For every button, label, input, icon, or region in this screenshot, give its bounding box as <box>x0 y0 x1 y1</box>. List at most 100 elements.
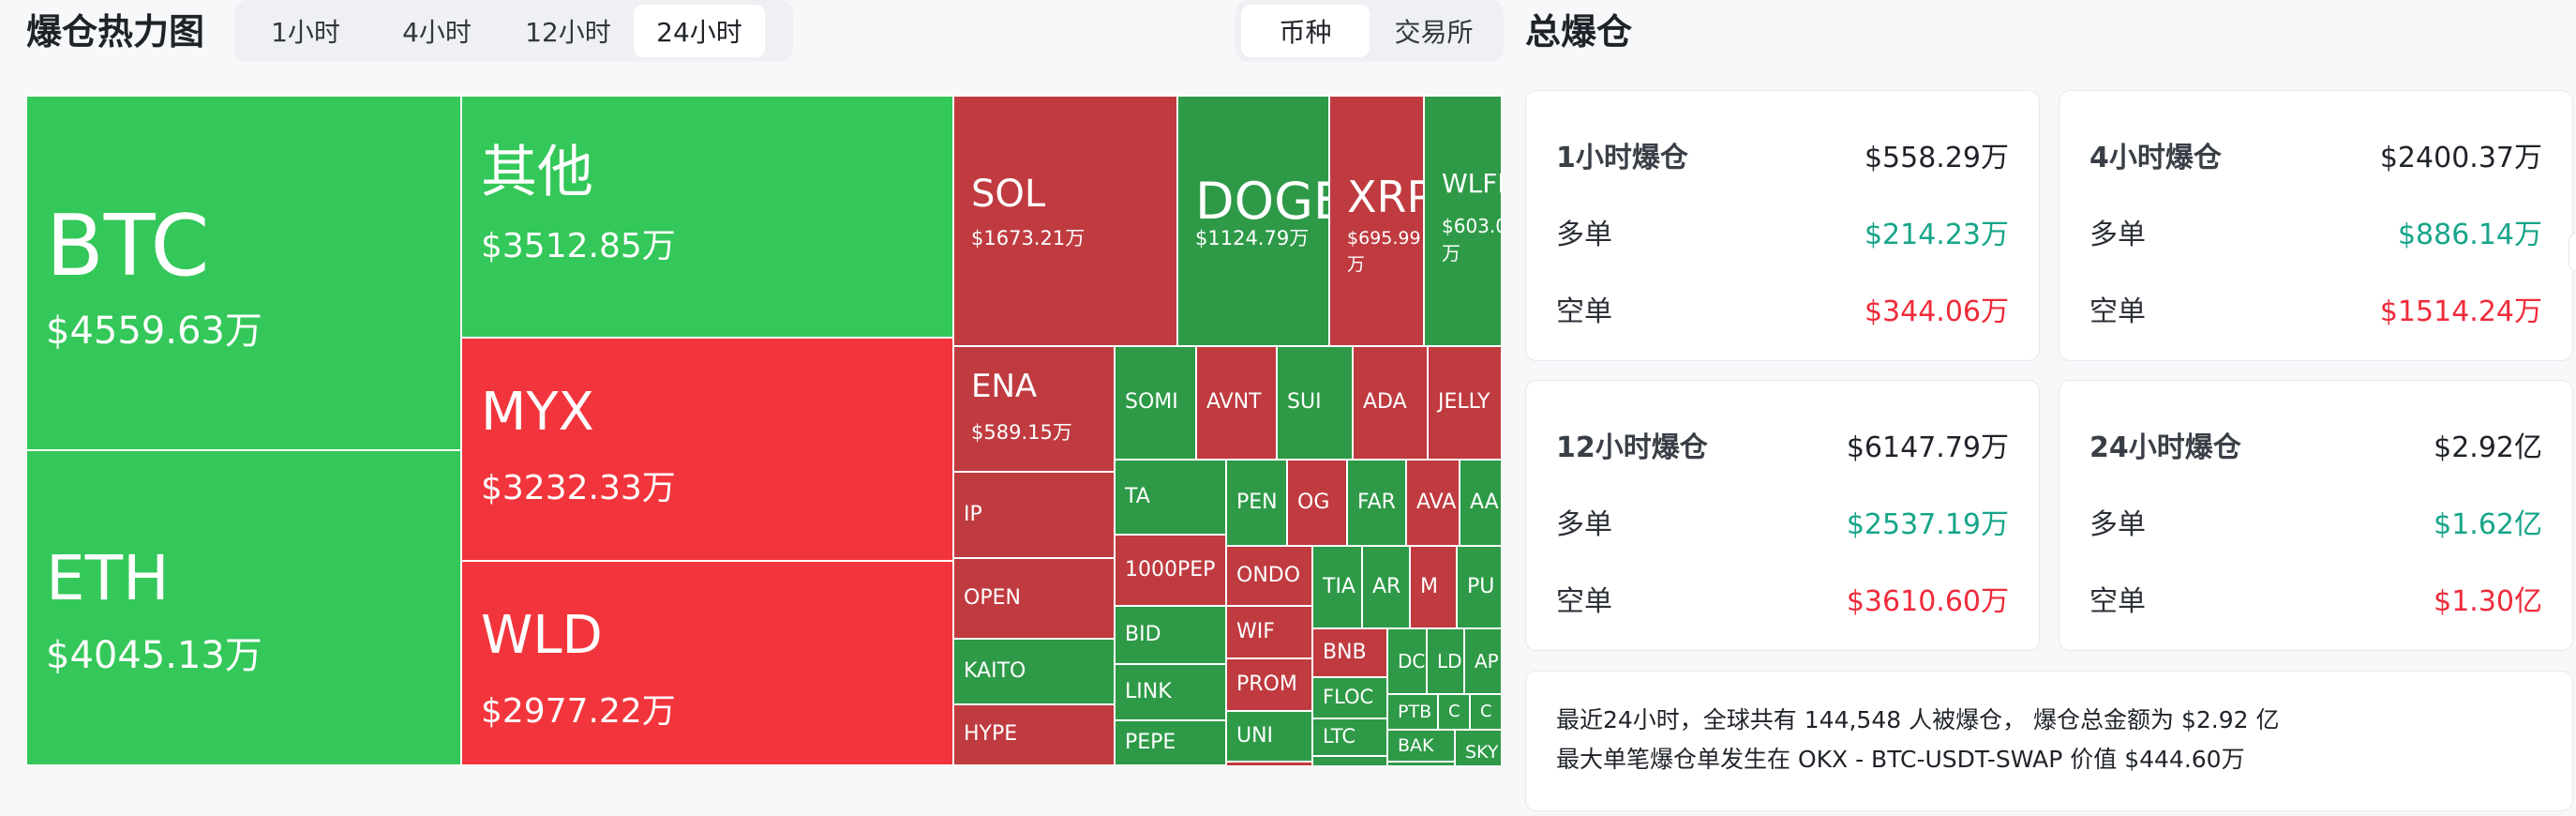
treemap-tile-kaito[interactable]: KAITO <box>953 639 1115 704</box>
treemap-tile-bak[interactable]: BAK <box>1387 730 1455 762</box>
heatmap-title: 爆仓热力图 <box>26 11 205 53</box>
treemap-tile-ld[interactable]: LD <box>1427 628 1464 694</box>
tile-symbol: SKY <box>1465 741 1499 763</box>
treemap-tile-somi[interactable]: SOMI <box>1115 346 1196 460</box>
card-4h: 4小时爆仓 $2400.37万 多单 $886.14万 空单 $1514.24万 <box>2059 90 2573 361</box>
card-total: $2400.37万 <box>2379 142 2542 174</box>
treemap-tile-c[interactable]: C <box>1470 694 1502 730</box>
tile-symbol: AA <box>1470 490 1499 514</box>
tile-symbol: ADA <box>1363 390 1407 415</box>
long-value: $214.23万 <box>1864 219 2009 251</box>
treemap-tile-og[interactable]: OG <box>1287 460 1347 546</box>
treemap-tile-far[interactable]: FAR <box>1347 460 1406 546</box>
treemap-tile-tia[interactable]: TIA <box>1312 546 1362 628</box>
long-value: $886.14万 <box>2397 219 2542 251</box>
tile-symbol: XRP <box>1347 172 1423 222</box>
card-total: $2.92亿 <box>2434 431 2542 464</box>
treemap-tile-pepe[interactable]: PEPE <box>1115 720 1226 765</box>
treemap-tile-jelly[interactable]: JELLY <box>1428 346 1502 460</box>
treemap-tile-open[interactable]: OPEN <box>953 558 1115 639</box>
treemap-tile-avnt[interactable]: AVNT <box>1196 346 1277 460</box>
treemap-tile-xrp[interactable]: XRP $695.99万 <box>1329 96 1424 346</box>
treemap-tile-link[interactable]: LINK <box>1115 664 1226 720</box>
card-label: 12小时爆仓 <box>1556 431 1708 464</box>
treemap-tile-bnb[interactable]: BNB <box>1312 628 1387 677</box>
scroll-handle[interactable] <box>2569 233 2576 272</box>
treemap-tile-bid[interactable]: BID <box>1115 606 1226 664</box>
tab-12h[interactable]: 12小时 <box>525 17 611 48</box>
treemap-tile-floc[interactable]: FLOC <box>1312 677 1387 718</box>
treemap-tile-ap[interactable]: AP <box>1464 628 1502 694</box>
long-label: 多单 <box>2089 508 2146 541</box>
treemap-tile-dc[interactable]: DC <box>1387 628 1427 694</box>
tile-symbol: SUI <box>1287 390 1322 415</box>
long-label: 多单 <box>2089 219 2146 251</box>
treemap-tile-ta[interactable]: TA <box>1115 460 1226 535</box>
card-12h: 12小时爆仓 $6147.79万 多单 $2537.19万 空单 $3610.60万 <box>1525 380 2040 651</box>
card-total: $558.29万 <box>1864 142 2009 174</box>
long-label: 多单 <box>1556 219 1612 251</box>
tile-symbol: SOMI <box>1125 390 1178 415</box>
short-label: 空单 <box>2089 585 2146 618</box>
treemap-tile-uni[interactable]: UNI <box>1226 711 1312 762</box>
treemap-tile-near[interactable]: NEAR <box>1226 762 1312 765</box>
short-label: 空单 <box>1556 295 1612 328</box>
treemap-tile-m[interactable]: M <box>1410 546 1457 628</box>
treemap-tile-ltc[interactable]: LTC <box>1312 718 1387 756</box>
treemap-tile-1000[interactable]: 1000 <box>1387 762 1455 765</box>
treemap-tile-sky[interactable]: SKY <box>1455 730 1502 765</box>
treemap-tile-ip[interactable]: IP <box>953 472 1115 558</box>
treemap-tile-sol[interactable]: SOL $1673.21万 <box>953 96 1177 346</box>
tab-24h[interactable]: 24小时 <box>634 5 765 57</box>
treemap-tile-pen[interactable]: PEN <box>1226 460 1287 546</box>
treemap-tile-ptb[interactable]: PTB <box>1387 694 1438 730</box>
tile-symbol: 其他 <box>481 140 593 205</box>
tab-exchange[interactable]: 交易所 <box>1394 17 1474 48</box>
tile-symbol: OG <box>1297 490 1330 514</box>
tile-symbol: PEPE <box>1125 730 1176 754</box>
treemap-tile-doge[interactable]: DOGE$1124.79万 <box>1177 96 1329 346</box>
treemap-tile-1000pep[interactable]: 1000PEP <box>1115 535 1226 606</box>
summary-card: 最近24小时，全球共有 144,548 人被爆仓， 爆仓总金额为 $2.92 亿… <box>1525 671 2573 811</box>
treemap-tile-ar[interactable]: AR <box>1362 546 1410 628</box>
treemap-tile-prom[interactable]: PROM <box>1226 658 1312 711</box>
long-value: $2537.19万 <box>1846 508 2009 541</box>
tab-1h[interactable]: 1小时 <box>271 17 340 48</box>
tile-symbol: PEN <box>1236 490 1278 514</box>
time-range-selector: 1小时 4小时 12小时 24小时 <box>234 0 793 62</box>
tab-4h[interactable]: 4小时 <box>402 17 472 48</box>
treemap-tile-ena[interactable]: ENA $589.15万 <box>953 346 1115 472</box>
tile-symbol: BIO <box>1323 763 1357 765</box>
tile-symbol: BNB <box>1323 640 1367 664</box>
treemap-tile-sui[interactable]: SUI <box>1277 346 1353 460</box>
tile-amount: $695.99万 <box>1347 228 1421 275</box>
card-1h: 1小时爆仓 $558.29万 多单 $214.23万 空单 $344.06万 <box>1525 90 2040 361</box>
treemap-tile-ava[interactable]: AVA <box>1406 460 1460 546</box>
tile-symbol: UNI <box>1236 723 1274 748</box>
tile-symbol: DC <box>1398 650 1426 672</box>
short-value: $1.30亿 <box>2434 585 2542 618</box>
treemap-tile-其他[interactable]: 其他 $3512.85万 <box>461 96 953 338</box>
treemap-tile-c[interactable]: C <box>1438 694 1470 730</box>
treemap-tile-ondo[interactable]: ONDO <box>1226 546 1312 606</box>
treemap-tile-myx[interactable]: MYX $3232.33万 <box>461 338 953 561</box>
short-value: $3610.60万 <box>1846 585 2009 618</box>
treemap-tile-wlfi[interactable]: WLFI $603.0万 <box>1424 96 1502 346</box>
tile-amount: $3232.33万 <box>481 469 676 507</box>
tab-coin[interactable]: 币种 <box>1241 5 1370 57</box>
treemap-tile-hype[interactable]: HYPE <box>953 704 1115 765</box>
treemap-tile-aa[interactable]: AA <box>1460 460 1502 546</box>
card-total: $6147.79万 <box>1846 431 2009 464</box>
treemap-tile-wld[interactable]: WLD $2977.22万 <box>461 561 953 765</box>
tile-amount: $4045.13万 <box>46 634 262 677</box>
tile-symbol: HYPE <box>964 722 1018 747</box>
tile-symbol: WLFI <box>1442 168 1502 199</box>
treemap-tile-ada[interactable]: ADA <box>1353 346 1428 460</box>
tile-symbol: SOL <box>971 173 1046 216</box>
treemap-tile-pu[interactable]: PU <box>1457 546 1502 628</box>
treemap-tile-wif[interactable]: WIF <box>1226 606 1312 658</box>
treemap-tile-btc[interactable]: BTC $4559.63万 <box>26 96 461 450</box>
treemap-tile-eth[interactable]: ETH $4045.13万 <box>26 450 461 765</box>
treemap-tile-bio[interactable]: BIO <box>1312 756 1387 765</box>
tile-symbol: DOGE <box>1195 172 1328 231</box>
